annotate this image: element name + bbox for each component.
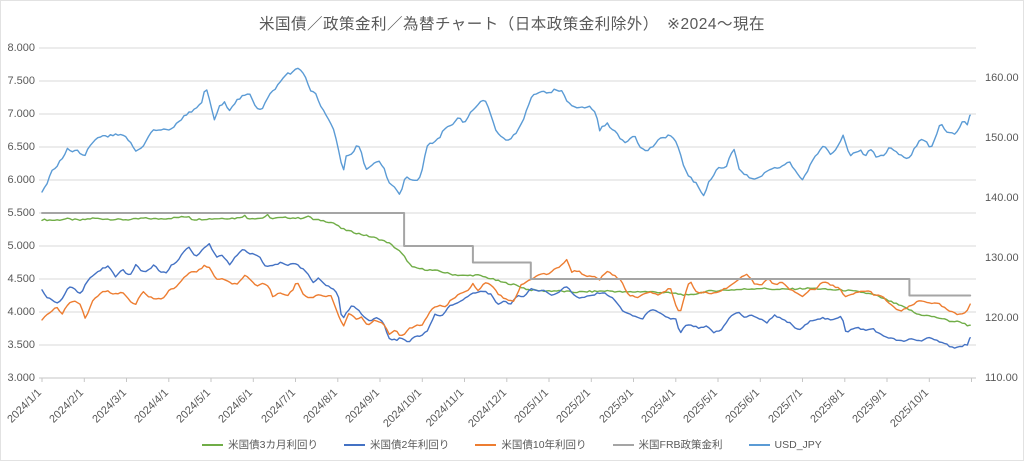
- legend-label-us2y: 米国債2年利回り: [370, 439, 450, 451]
- legend-line-us2y-icon: [344, 443, 366, 446]
- y-axis-left-label: 8.000: [7, 42, 35, 54]
- y-axis-left-label: 4.500: [7, 273, 35, 285]
- x-axis-ticks: [41, 378, 972, 382]
- y-axis-right-label: 130.00: [985, 252, 1019, 264]
- legend-label-us3m: 米国債3カ月利回り: [228, 439, 319, 451]
- legend-item-us10y: 米国債10年利回り: [475, 437, 587, 452]
- y-axis-left-label: 4.000: [7, 306, 35, 318]
- y-axis-left-label: 3.500: [7, 339, 35, 351]
- legend-line-usdjpy-icon: [748, 443, 770, 446]
- legend-label-usdjpy: USD_JPY: [774, 438, 822, 451]
- y-axis-right-label: 120.00: [985, 312, 1019, 324]
- y-axis-left-label: 7.500: [7, 75, 35, 87]
- legend-line-us3m-icon: [202, 443, 224, 446]
- series-line-us3m: [41, 213, 971, 327]
- legend-item-usdjpy: USD_JPY: [748, 438, 822, 451]
- y-axis-right-label: 110.00: [985, 372, 1018, 384]
- y-axis-left-label: 5.000: [7, 240, 35, 252]
- legend-item-us3m: 米国債3カ月利回り: [202, 437, 318, 452]
- y-axis-left-label: 6.500: [7, 141, 35, 153]
- series-line-frb: [41, 212, 972, 297]
- y-axis-left-label: 3.000: [7, 372, 35, 384]
- legend-label-frb: 米国FRB政策金利: [638, 439, 723, 451]
- y-axis-right-label: 160.00: [985, 72, 1019, 84]
- y-axis-right-label: 150.00: [985, 132, 1019, 144]
- legend-item-us2y: 米国債2年利回り: [344, 437, 449, 452]
- y-axis-left-label: 7.000: [7, 108, 35, 120]
- series-line-usdjpy: [41, 67, 971, 197]
- chart-title: 米国債／政策金利／為替チャート（日本政策金利除外） ※2024〜現在: [258, 16, 766, 33]
- y-axis-right-label: 140.00: [985, 192, 1019, 204]
- legend-label-us10y: 米国債10年利回り: [501, 439, 587, 451]
- legend: 米国債3カ月利回り 米国債2年利回り 米国債10年利回り 米国FRB政策金利 U…: [1, 437, 1023, 452]
- legend-line-frb-icon: [612, 443, 634, 446]
- series-line-us10y: [41, 258, 971, 336]
- legend-item-frb: 米国FRB政策金利: [612, 437, 723, 452]
- legend-line-us10y-icon: [475, 443, 497, 446]
- y-axis-left-label: 6.000: [7, 174, 35, 186]
- series-line-us2y: [41, 243, 971, 349]
- y-axis-left-label: 5.500: [7, 207, 35, 219]
